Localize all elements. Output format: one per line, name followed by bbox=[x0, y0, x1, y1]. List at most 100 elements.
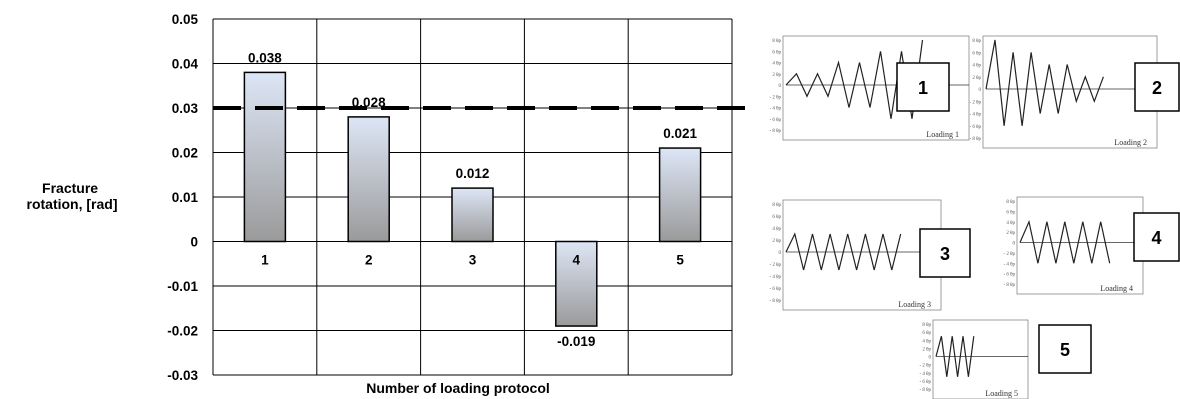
inset-frame bbox=[1016, 196, 1144, 295]
inset-tick-label: - 2 θp bbox=[1003, 252, 1015, 257]
data-label: -0.019 bbox=[557, 334, 595, 349]
inset-tick-label: 2 θp bbox=[972, 76, 981, 81]
y-axis-label: Fracture rotation, [rad] bbox=[27, 180, 118, 212]
data-label: 0.012 bbox=[456, 166, 490, 181]
y-tick-label: 0.01 bbox=[172, 190, 199, 205]
inset-tick-label: 6 θp bbox=[922, 331, 931, 336]
y-tick-label: 0.04 bbox=[172, 57, 199, 72]
inset-waveform bbox=[935, 336, 975, 377]
inset-tick-label: 4 θp bbox=[772, 227, 781, 232]
inset-tick-label: - 4 θp bbox=[919, 372, 931, 377]
inset-tick-label: - 6 θp bbox=[769, 287, 781, 292]
y-axis-label-line-1: Fracture bbox=[42, 180, 98, 196]
protocol-badge-number: 4 bbox=[1151, 228, 1161, 248]
protocol-badge bbox=[896, 62, 950, 112]
y-tick-label: 0.05 bbox=[172, 12, 199, 27]
inset-tick-label: - 6 θp bbox=[969, 125, 981, 130]
x-tick-label: 1 bbox=[261, 253, 269, 268]
inset-loading-3: 8 θp 6 θp 4 θp 2 θp 0 - 2 θp - 4 θp - 6 θp - 8 θ… bbox=[769, 199, 971, 311]
inset-tick-label: 4 θp bbox=[1006, 221, 1015, 226]
inset-tick-label: 8 θp bbox=[772, 203, 781, 208]
inset-tick-label: - 6 θp bbox=[1003, 273, 1015, 278]
bar-5 bbox=[658, 147, 702, 243]
inset-tick-label: - 2 θp bbox=[769, 95, 781, 100]
inset-tick-label: 6 θp bbox=[772, 50, 781, 55]
inset-tick-label: 2 θp bbox=[1006, 231, 1015, 236]
inset-tick-label: 0 bbox=[929, 356, 932, 361]
inset-caption: Loading 2 bbox=[1114, 138, 1147, 147]
inset-waveform bbox=[785, 232, 902, 271]
protocol-badge-number: 1 bbox=[918, 78, 928, 98]
inset-waveform bbox=[985, 39, 1104, 126]
loading-protocol-insets: 8 θp 6 θp 4 θp 2 θp 0 - 2 θp - 4 θp - 6 θp - 8 θ… bbox=[769, 35, 1180, 399]
inset-tick-label: 0 bbox=[779, 84, 782, 89]
bar-1 bbox=[243, 71, 287, 243]
inset-tick-label: - 8 θp bbox=[769, 299, 781, 304]
inset-tick-label: 6 θp bbox=[1006, 210, 1015, 215]
protocol-badge bbox=[919, 228, 971, 278]
bar-4 bbox=[555, 240, 598, 327]
inset-tick-label: - 8 θp bbox=[769, 129, 781, 134]
inset-loading-4: 8 θp 6 θp 4 θp 2 θp 0 - 2 θp - 4 θp - 6 θp - 8 θ… bbox=[1003, 196, 1180, 295]
x-tick-labels: 1 2 3 4 5 bbox=[261, 253, 684, 268]
inset-tick-label: 6 θp bbox=[772, 215, 781, 220]
inset-tick-label: 0 bbox=[1013, 242, 1016, 247]
y-tick-label: -0.01 bbox=[167, 279, 198, 294]
inset-tick-label: 0 bbox=[779, 251, 782, 256]
inset-tick-label: 4 θp bbox=[772, 62, 781, 67]
inset-tick-label: 8 θp bbox=[772, 39, 781, 44]
inset-frame bbox=[782, 199, 942, 311]
inset-tick-label: - 4 θp bbox=[769, 275, 781, 280]
data-labels: 0.038 0.028 0.012 -0.019 0.021 bbox=[248, 50, 697, 349]
inset-tick-label: - 8 θp bbox=[919, 388, 931, 393]
y-tick-label: -0.03 bbox=[167, 368, 198, 383]
bars bbox=[243, 71, 702, 327]
inset-tick-label: 4 θp bbox=[922, 339, 931, 344]
protocol-badge bbox=[1038, 324, 1092, 374]
inset-tick-label: - 6 θp bbox=[769, 118, 781, 123]
inset-tick-label: 8 θp bbox=[972, 39, 981, 44]
inset-loading-2: 8 θp 6 θp 4 θp 2 θp 0 - 2 θp - 4 θp - 6 θp - 8 θ… bbox=[969, 35, 1180, 149]
data-label: 0.028 bbox=[352, 95, 386, 110]
inset-caption: Loading 1 bbox=[926, 130, 959, 139]
inset-tick-label: - 4 θp bbox=[769, 107, 781, 112]
inset-tick-label: - 2 θp bbox=[769, 263, 781, 268]
inset-tick-label: - 6 θp bbox=[919, 380, 931, 385]
inset-waveform bbox=[1019, 219, 1111, 264]
y-tick-labels: 0.05 0.04 0.03 0.02 0.01 0 -0.01 -0.02 -0.03 bbox=[167, 12, 198, 383]
inset-tick-label: - 2 θp bbox=[969, 100, 981, 105]
main-chart: 0.05 0.04 0.03 0.02 0.01 0 -0.01 -0.02 -0.03 1 2 3… bbox=[27, 12, 745, 396]
inset-tick-label: 8 θp bbox=[922, 323, 931, 328]
y-tick-label: -0.02 bbox=[167, 324, 198, 339]
y-axis-label-line-2: rotation, [rad] bbox=[27, 196, 118, 212]
inset-tick-label: - 4 θp bbox=[969, 113, 981, 118]
inset-tick-label: 4 θp bbox=[972, 64, 981, 69]
inset-tick-label: - 8 θp bbox=[1003, 283, 1015, 288]
inset-frame bbox=[982, 35, 1158, 149]
data-label: 0.021 bbox=[663, 126, 697, 141]
bar-2 bbox=[347, 116, 390, 243]
inset-tick-label: - 4 θp bbox=[1003, 262, 1015, 267]
x-tick-label: 2 bbox=[365, 253, 373, 268]
data-label: 0.038 bbox=[248, 50, 282, 65]
bar-3 bbox=[451, 187, 494, 243]
y-tick-label: 0.03 bbox=[172, 101, 199, 116]
x-tick-label: 3 bbox=[469, 253, 477, 268]
inset-tick-label: 2 θp bbox=[772, 73, 781, 78]
x-tick-label: 4 bbox=[573, 253, 581, 268]
protocol-badge-number: 5 bbox=[1060, 340, 1070, 360]
inset-tick-label: 2 θp bbox=[772, 239, 781, 244]
inset-tick-label: 6 θp bbox=[972, 51, 981, 56]
inset-tick-label: 2 θp bbox=[922, 347, 931, 352]
inset-loading-1: 8 θp 6 θp 4 θp 2 θp 0 - 2 θp - 4 θp - 6 θp - 8 θ… bbox=[769, 35, 970, 141]
protocol-badge bbox=[1134, 62, 1180, 112]
inset-tick-label: 8 θp bbox=[1006, 200, 1015, 205]
y-tick-label: 0.02 bbox=[172, 146, 198, 161]
protocol-badge-number: 2 bbox=[1152, 78, 1162, 98]
inset-tick-label: 0 bbox=[979, 88, 982, 93]
x-tick-label: 5 bbox=[676, 253, 684, 268]
inset-caption: Loading 4 bbox=[1100, 284, 1133, 293]
inset-tick-label: - 2 θp bbox=[919, 364, 931, 369]
inset-tick-label: - 8 θp bbox=[969, 137, 981, 142]
